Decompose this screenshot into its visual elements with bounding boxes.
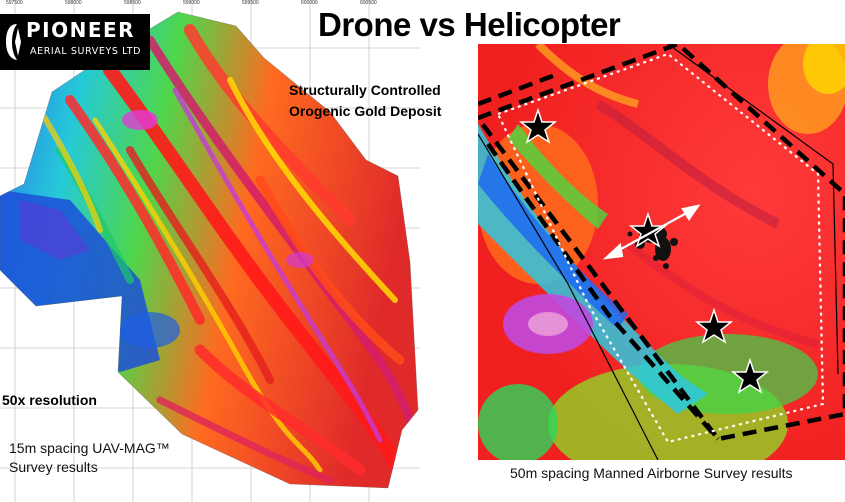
drone-map-data bbox=[0, 12, 418, 488]
resolution-label: 50x resolution bbox=[2, 392, 97, 408]
drone-caption-line2: Survey results bbox=[9, 459, 98, 475]
star-icon bbox=[518, 107, 558, 144]
drone-magnetic-map bbox=[0, 0, 420, 502]
deposit-label-line2: Orogenic Gold Deposit bbox=[289, 103, 442, 119]
grid-label: 600000 bbox=[301, 0, 318, 6]
survey-outlines bbox=[478, 44, 845, 460]
grid-label: 597500 bbox=[6, 0, 23, 6]
grid-label: 599000 bbox=[183, 0, 200, 6]
drone-caption-line1: 15m spacing UAV-MAG™ bbox=[9, 440, 170, 456]
star-icon bbox=[694, 307, 734, 344]
star-icon bbox=[730, 357, 770, 394]
grid-label: 598000 bbox=[65, 0, 82, 6]
helicopter-magnetic-map bbox=[478, 44, 845, 460]
page-title: Drone vs Helicopter bbox=[318, 6, 621, 43]
helicopter-caption: 50m spacing Manned Airborne Survey resul… bbox=[510, 465, 793, 481]
deposit-label-line1: Structurally Controlled bbox=[289, 82, 441, 98]
grid-label: 598500 bbox=[124, 0, 141, 6]
logo-name: PIONEER bbox=[26, 18, 136, 42]
compass-icon bbox=[6, 24, 21, 60]
grid-label: 599500 bbox=[242, 0, 259, 6]
logo-subtitle: AERIAL SURVEYS LTD bbox=[30, 46, 142, 57]
width-arrow-icon bbox=[602, 204, 701, 260]
pioneer-logo: PIONEER AERIAL SURVEYS LTD bbox=[0, 14, 150, 70]
grid-label: 600500 bbox=[360, 0, 377, 6]
